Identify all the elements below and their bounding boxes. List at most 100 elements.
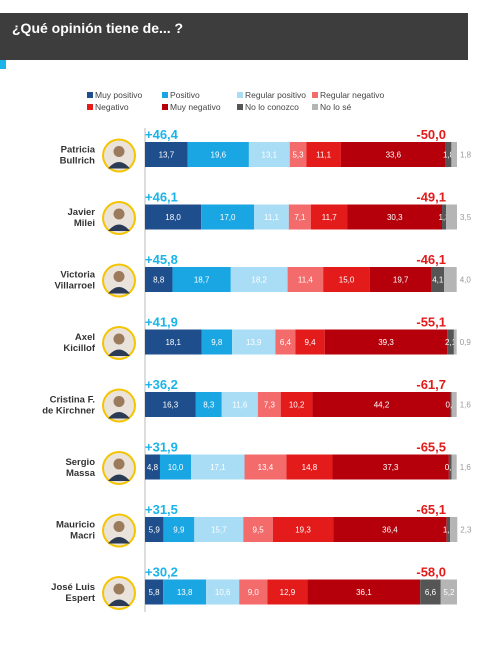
data-label: 1,1	[443, 526, 455, 535]
data-label: 39,3	[378, 338, 394, 347]
avatar-head	[113, 146, 125, 157]
bar-segment	[195, 392, 222, 417]
bar-segment	[446, 204, 457, 230]
candidate-name: Mauricio	[56, 520, 95, 531]
positive-total: +30,2	[145, 565, 178, 580]
data-label: 11,6	[232, 401, 248, 410]
data-label: 8,8	[153, 276, 165, 285]
data-label: 1,6	[460, 463, 472, 472]
legend-item-regular-negativo: Regular negativo	[312, 90, 384, 100]
data-label: 11,1	[264, 213, 280, 222]
negative-total: -46,1	[416, 252, 446, 267]
avatar-body	[108, 287, 130, 294]
data-label: 2,3	[460, 526, 472, 535]
data-label: 18,0	[165, 213, 181, 222]
bar-segment	[254, 204, 289, 230]
bar-segment	[232, 329, 276, 355]
avatar-body	[108, 412, 130, 419]
legend-label: Positivo	[170, 90, 200, 100]
bar-segment	[145, 454, 160, 480]
data-label: 18,2	[251, 276, 267, 285]
bar-segment	[431, 267, 445, 292]
bar-segment	[450, 517, 458, 542]
bar-segment	[187, 142, 249, 167]
avatar-head	[113, 521, 125, 532]
data-label: 30,3	[387, 213, 403, 222]
bar-segment	[272, 517, 334, 542]
bar-segment	[201, 204, 255, 230]
data-label: 3,5	[460, 213, 472, 222]
data-label: 4,8	[147, 463, 159, 472]
candidate-name: Massa	[66, 468, 96, 479]
data-label: 0,9	[460, 338, 472, 347]
legend-item-negativo: Negativo	[87, 102, 129, 112]
data-label: 10,2	[289, 401, 305, 410]
avatar-head	[113, 396, 125, 407]
bar-segment	[445, 142, 452, 167]
data-label: 9,0	[248, 588, 260, 597]
bar-segment	[267, 579, 308, 605]
candidate-name: Bullrich	[60, 156, 96, 167]
data-label: 1,6	[460, 401, 472, 410]
negative-total: -65,5	[416, 440, 446, 455]
bar-segment	[442, 204, 447, 230]
data-label: 36,1	[356, 588, 372, 597]
bar-segment	[440, 579, 457, 605]
bar-segment	[163, 579, 207, 605]
bar-segment	[451, 142, 457, 167]
data-label: 17,1	[210, 463, 226, 472]
bar-segment	[446, 517, 451, 542]
bar-segment	[448, 454, 452, 480]
bar-segment	[248, 142, 290, 167]
legend-swatch	[312, 92, 318, 98]
avatar-body	[108, 599, 130, 606]
data-label: 7,3	[264, 401, 276, 410]
data-label: 1,8	[460, 151, 472, 160]
legend-label: Muy positivo	[95, 90, 143, 100]
data-label: 14,8	[302, 463, 318, 472]
data-label: 6,4	[280, 338, 292, 347]
data-label: 13,1	[262, 151, 278, 160]
data-label: 4,1	[432, 276, 444, 285]
data-label: 19,3	[295, 526, 311, 535]
positive-total: +31,9	[145, 440, 178, 455]
bar-segment	[221, 392, 258, 417]
bar-segment	[191, 454, 245, 480]
legend-item-no-lo-conozco: No lo conozco	[237, 102, 299, 112]
avatar-body	[108, 162, 130, 169]
data-label: 15,7	[211, 526, 227, 535]
data-label: 10,6	[215, 588, 231, 597]
avatar-body	[108, 537, 130, 544]
legend-swatch	[237, 92, 243, 98]
data-label: 37,3	[383, 463, 399, 472]
candidate-name: de Kirchner	[42, 406, 95, 417]
negative-total: -55,1	[416, 315, 446, 330]
bar-segment	[280, 392, 313, 417]
bar-segment	[420, 579, 441, 605]
data-label: 9,5	[253, 526, 265, 535]
bar-segment	[288, 204, 311, 230]
legend-label: Regular positivo	[245, 90, 306, 100]
negative-total: -61,7	[416, 377, 446, 392]
bar-segment	[230, 267, 288, 292]
data-label: 9,4	[304, 338, 316, 347]
candidate-name: Patricia	[61, 145, 96, 156]
bar-segment	[306, 142, 341, 167]
bar-segment	[453, 329, 457, 355]
data-label: 15,0	[339, 276, 355, 285]
avatar-body	[108, 349, 130, 356]
data-label: 5,3	[292, 151, 304, 160]
data-label: 36,4	[382, 526, 398, 535]
data-label: 8,3	[203, 401, 215, 410]
data-label: 10,0	[168, 463, 184, 472]
legend-swatch	[87, 104, 93, 110]
bar-segment	[444, 267, 457, 292]
bar-segment	[145, 204, 202, 230]
data-label: 9,8	[211, 338, 223, 347]
legend-label: Muy negativo	[170, 102, 221, 112]
data-label: 5,8	[148, 588, 160, 597]
bar-segment	[324, 329, 448, 355]
negative-total: -65,1	[416, 502, 446, 517]
legend-item-muy-negativo: Muy negativo	[162, 102, 221, 112]
bar-segment	[451, 392, 457, 417]
